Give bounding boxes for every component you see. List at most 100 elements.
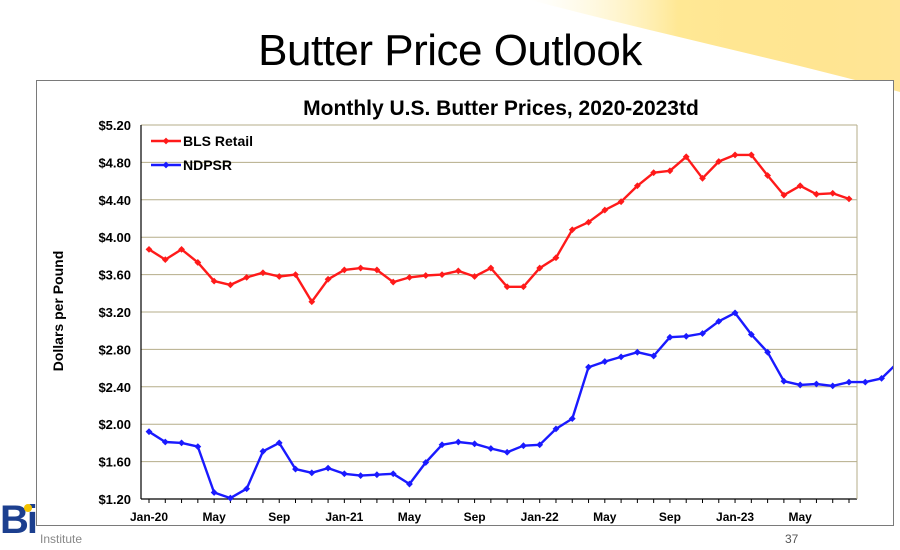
x-tick-label: May <box>398 510 422 524</box>
data-point <box>699 174 706 182</box>
data-point <box>194 259 202 266</box>
data-point <box>373 471 381 479</box>
y-tick-label: $5.20 <box>98 118 131 133</box>
y-tick-label: $1.20 <box>98 492 131 507</box>
data-point <box>471 273 478 280</box>
x-tick-label: Sep <box>464 510 486 524</box>
data-point <box>275 273 283 280</box>
x-tick-label: Sep <box>659 510 681 524</box>
y-tick-label: $3.60 <box>98 268 131 283</box>
data-point <box>780 377 788 385</box>
data-point <box>406 480 413 488</box>
series-line-bls-retail <box>148 153 850 303</box>
data-point <box>210 489 218 496</box>
data-point <box>275 439 283 447</box>
data-point <box>454 267 462 275</box>
y-axis-label: Dollars per Pound <box>50 251 66 372</box>
data-point <box>536 441 544 449</box>
data-point <box>406 274 413 281</box>
data-point <box>601 206 609 214</box>
x-tick-label: May <box>593 510 617 524</box>
y-tick-label: $1.60 <box>98 455 131 470</box>
data-point <box>145 428 153 436</box>
data-point <box>536 264 544 272</box>
data-point <box>796 182 804 190</box>
data-point <box>764 172 772 179</box>
data-point <box>243 274 251 281</box>
x-tick-label: Jan-21 <box>325 510 363 524</box>
legend-label: BLS Retail <box>183 133 253 149</box>
x-tick-label: Jan-22 <box>521 510 559 524</box>
data-point <box>454 438 462 446</box>
data-point <box>568 415 576 422</box>
data-point <box>243 485 251 493</box>
chart-title: Monthly U.S. Butter Prices, 2020-2023td <box>303 97 699 120</box>
data-point <box>829 382 837 390</box>
data-point <box>861 378 869 386</box>
data-point <box>324 275 332 283</box>
data-point <box>389 470 397 478</box>
data-point <box>438 271 446 278</box>
data-point <box>324 464 332 472</box>
y-tick-label: $2.00 <box>98 417 131 432</box>
data-point <box>487 445 495 452</box>
data-point <box>633 348 641 356</box>
data-point <box>422 459 430 466</box>
data-point <box>568 226 576 234</box>
x-tick-label: May <box>788 510 812 524</box>
y-tick-label: $4.00 <box>98 230 131 245</box>
butter-price-chart: Monthly U.S. Butter Prices, 2020-2023td … <box>50 97 900 524</box>
data-point <box>829 189 837 197</box>
logo-dot <box>24 504 32 512</box>
data-point <box>764 348 772 356</box>
x-tick-label: Sep <box>268 510 290 524</box>
data-point <box>878 374 885 382</box>
data-point <box>308 298 316 306</box>
data-point <box>292 465 299 473</box>
data-point <box>340 470 348 478</box>
data-point <box>422 272 430 279</box>
page-number: 37 <box>785 532 799 546</box>
data-point <box>650 169 658 177</box>
data-point <box>438 441 446 449</box>
data-point <box>520 283 527 291</box>
data-point <box>682 332 690 340</box>
data-point <box>161 256 169 264</box>
data-point <box>520 442 527 450</box>
data-point <box>373 266 381 274</box>
data-point <box>715 317 723 325</box>
data-point <box>796 381 804 389</box>
data-point <box>731 151 739 159</box>
data-point <box>845 195 853 203</box>
data-point <box>503 448 511 456</box>
data-point <box>585 363 592 371</box>
data-point <box>259 269 267 277</box>
data-point <box>715 158 723 165</box>
data-point <box>178 439 185 447</box>
data-point <box>682 153 690 161</box>
data-point <box>617 353 625 361</box>
legend-marker <box>162 137 170 145</box>
data-point <box>633 182 641 190</box>
chart-frame: Monthly U.S. Butter Prices, 2020-2023td … <box>36 80 900 526</box>
x-tick-label: Jan-20 <box>130 510 168 524</box>
data-point <box>780 191 788 199</box>
y-tick-label: $3.20 <box>98 305 131 320</box>
data-point <box>650 352 658 360</box>
data-point <box>145 245 153 253</box>
institute-label: Institute <box>40 532 83 546</box>
data-point <box>747 151 755 159</box>
data-point <box>731 309 739 317</box>
legend-marker <box>162 161 170 169</box>
slide-title: Butter Price Outlook <box>258 26 642 75</box>
y-tick-label: $4.40 <box>98 193 131 208</box>
y-tick-label: $2.40 <box>98 380 131 395</box>
y-tick-label: $4.80 <box>98 155 131 170</box>
legend-label: NDPSR <box>183 157 232 173</box>
y-tick-label: $2.80 <box>98 342 131 357</box>
institute-logo: Bi <box>0 498 38 542</box>
data-point <box>357 472 365 480</box>
data-point <box>226 281 234 289</box>
data-point <box>845 378 853 386</box>
x-tick-label: Jan-23 <box>716 510 754 524</box>
